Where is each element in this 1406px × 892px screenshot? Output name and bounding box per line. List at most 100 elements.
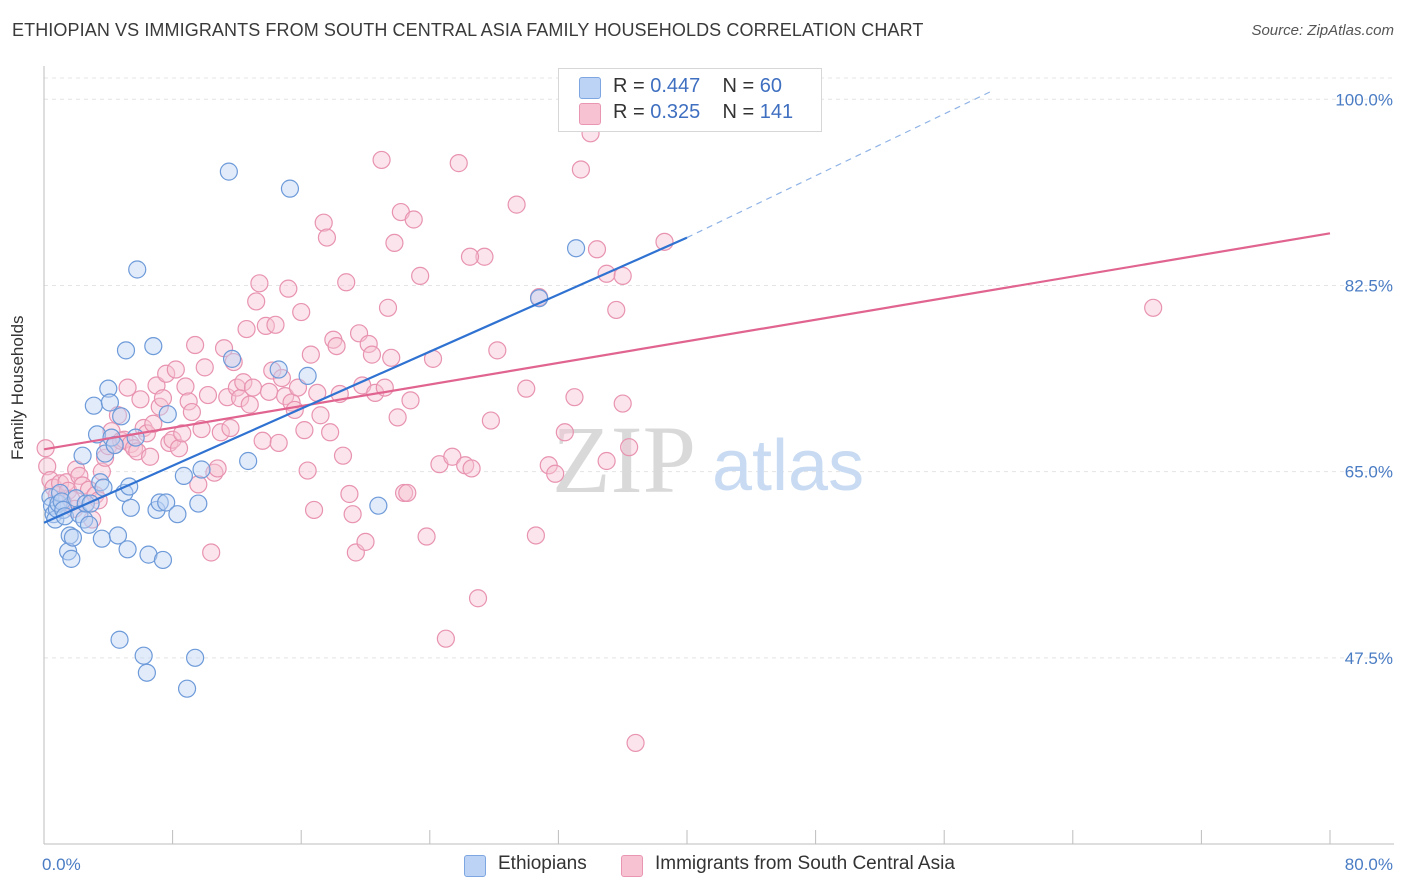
immigrants-point <box>144 414 163 433</box>
ethiopians-point <box>144 337 163 356</box>
immigrants-point <box>102 422 121 441</box>
immigrants-point <box>460 247 480 266</box>
ethiopians-point <box>157 493 176 512</box>
series-ethiopians-points <box>41 162 586 698</box>
ethiopians-point <box>137 663 156 682</box>
immigrants-point <box>189 475 208 494</box>
immigrants-point <box>38 457 57 476</box>
ethiopians-point <box>79 515 99 534</box>
immigrants-point <box>169 439 189 458</box>
ethiopians-point <box>73 446 92 465</box>
immigrants-point <box>462 459 481 478</box>
immigrants-point <box>378 298 398 317</box>
immigrants-point <box>157 364 176 383</box>
immigrants-point <box>269 433 288 453</box>
immigrants-point <box>173 424 192 443</box>
immigrants-point <box>247 292 266 311</box>
ethiopians-point <box>84 396 103 415</box>
ethiopians-point <box>128 260 147 279</box>
ethiopians-point <box>60 526 79 545</box>
r-value: 0.325 <box>650 101 701 123</box>
ethiopians-point <box>566 239 586 258</box>
n-value: 60 <box>759 75 783 97</box>
immigrants-point <box>327 337 346 356</box>
n-label: N = <box>722 75 755 97</box>
immigrants-point <box>259 382 279 401</box>
x-tick-label: 0.0% <box>42 855 81 874</box>
immigrants-point <box>211 423 230 442</box>
ethiopians-point <box>298 366 317 385</box>
immigrants-point <box>607 300 626 320</box>
immigrants-point <box>192 419 211 439</box>
immigrants-point <box>301 345 320 364</box>
tick-labels: 47.5% 65.0% 82.5% 100.0% 0.0% 80.0% <box>42 90 1393 874</box>
ethiopians-point <box>112 407 131 426</box>
immigrants-point <box>288 378 308 397</box>
immigrants-point <box>388 408 407 427</box>
immigrants-point <box>176 377 195 396</box>
ethiopians-point <box>63 528 83 547</box>
immigrants-point <box>449 154 468 173</box>
immigrants-point <box>372 150 391 170</box>
immigrants-point <box>186 335 205 355</box>
immigrants-point <box>546 464 565 483</box>
immigrants-point <box>385 233 404 253</box>
ethiopians-swatch <box>464 855 486 877</box>
series-immigrants-points <box>36 124 1163 753</box>
immigrants-point <box>182 402 201 422</box>
immigrants-point <box>517 379 536 398</box>
immigrants-point <box>237 319 256 339</box>
trend-lines <box>43 90 1331 524</box>
ethiopians-point <box>75 510 94 529</box>
immigrants-point <box>597 451 616 471</box>
ethiopians-point <box>158 405 177 424</box>
immigrants-swatch <box>621 855 643 877</box>
r-label: R = <box>613 75 645 97</box>
ethiopians-point <box>192 460 211 479</box>
legend-label-ethiopians: Ethiopians <box>498 853 587 874</box>
watermark-atlas: atlas <box>712 426 864 506</box>
ethiopians-point <box>369 496 388 515</box>
immigrants-point <box>224 352 243 372</box>
ethiopians-trend-extension <box>686 90 993 239</box>
immigrants-point <box>417 527 436 546</box>
immigrants-point <box>295 421 314 440</box>
immigrants-point <box>356 532 375 551</box>
legend-label-immigrants: Immigrants from South Central Asia <box>655 853 955 874</box>
ethiopians-point <box>118 540 137 559</box>
immigrants-point <box>587 240 607 259</box>
y-tick-label: 82.5% <box>1345 276 1393 295</box>
x-tick-label: 80.0% <box>1345 855 1393 874</box>
immigrants-point <box>317 228 337 247</box>
immigrants-point <box>626 733 645 753</box>
correlation-legend: R = 0.447 N = 60 R = 0.325 N = 141 <box>558 68 822 132</box>
immigrants-point <box>208 459 227 478</box>
immigrants-point <box>234 373 253 392</box>
immigrants-point <box>263 361 282 380</box>
grid-lines <box>44 77 1394 659</box>
immigrants-point <box>343 505 362 524</box>
ethiopians-point <box>134 646 153 665</box>
immigrants-point <box>398 483 417 503</box>
immigrants-point <box>279 279 298 298</box>
ethiopians-point <box>222 349 242 368</box>
r-label: R = <box>613 101 645 123</box>
immigrants-point <box>202 543 221 562</box>
ethiopians-point <box>121 498 140 517</box>
immigrants-point <box>304 500 324 520</box>
immigrants-point <box>298 461 317 480</box>
immigrants-point <box>362 345 382 364</box>
ethiopians-point <box>126 428 145 447</box>
series-legend: Ethiopians Immigrants from South Central… <box>0 852 1406 880</box>
immigrants-swatch <box>579 103 601 125</box>
immigrants-point <box>240 395 259 414</box>
immigrants-point <box>555 423 574 442</box>
immigrants-point <box>221 418 240 438</box>
immigrants-point <box>166 360 185 379</box>
immigrants-point <box>253 431 272 450</box>
ethiopians-point <box>186 648 205 667</box>
immigrants-point <box>359 334 378 354</box>
ethiopians-point <box>108 526 128 545</box>
immigrants-point <box>95 448 115 467</box>
